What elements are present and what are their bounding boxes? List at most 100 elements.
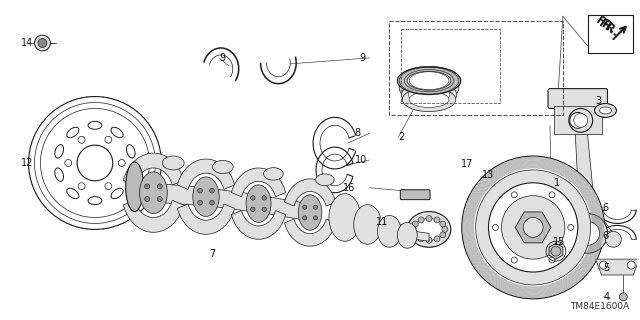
Text: 17: 17: [461, 159, 473, 169]
Polygon shape: [251, 194, 318, 222]
Circle shape: [303, 216, 307, 220]
Bar: [389, 21, 563, 116]
Polygon shape: [124, 200, 184, 232]
Circle shape: [145, 184, 150, 189]
Text: 3: 3: [596, 96, 602, 106]
Circle shape: [157, 196, 163, 202]
Circle shape: [511, 192, 517, 198]
FancyBboxPatch shape: [548, 89, 607, 108]
Ellipse shape: [125, 162, 143, 212]
Polygon shape: [596, 259, 639, 275]
FancyBboxPatch shape: [400, 190, 430, 200]
Ellipse shape: [88, 121, 102, 129]
Ellipse shape: [600, 107, 611, 114]
Circle shape: [461, 156, 605, 299]
Ellipse shape: [111, 188, 123, 199]
Text: 1: 1: [554, 178, 560, 188]
Circle shape: [105, 136, 112, 143]
Ellipse shape: [193, 177, 219, 216]
Circle shape: [251, 207, 255, 212]
Polygon shape: [575, 125, 596, 218]
Ellipse shape: [409, 92, 449, 108]
Polygon shape: [145, 183, 214, 207]
Polygon shape: [177, 204, 235, 234]
Circle shape: [38, 39, 47, 47]
Circle shape: [418, 236, 424, 242]
Circle shape: [576, 221, 600, 245]
Polygon shape: [124, 153, 184, 185]
Text: 15: 15: [553, 237, 565, 247]
Polygon shape: [284, 219, 336, 246]
Circle shape: [40, 108, 150, 218]
Ellipse shape: [407, 212, 451, 247]
Ellipse shape: [212, 160, 233, 173]
Circle shape: [210, 188, 214, 193]
Circle shape: [35, 35, 51, 51]
Text: 6: 6: [602, 203, 609, 212]
Ellipse shape: [378, 215, 401, 247]
Ellipse shape: [127, 145, 135, 158]
Ellipse shape: [316, 174, 334, 186]
Ellipse shape: [55, 168, 63, 181]
FancyBboxPatch shape: [588, 15, 633, 53]
Circle shape: [524, 218, 543, 237]
Circle shape: [442, 227, 448, 232]
Polygon shape: [232, 211, 285, 239]
Ellipse shape: [88, 197, 102, 204]
Circle shape: [511, 257, 517, 263]
Ellipse shape: [329, 194, 361, 241]
Ellipse shape: [298, 195, 322, 230]
Circle shape: [554, 231, 570, 247]
Polygon shape: [198, 187, 266, 213]
Text: FR.: FR.: [593, 13, 618, 37]
Ellipse shape: [403, 87, 456, 112]
Text: 8: 8: [355, 128, 361, 138]
Circle shape: [410, 227, 416, 232]
Circle shape: [549, 257, 555, 263]
Circle shape: [434, 217, 440, 223]
Circle shape: [426, 237, 432, 243]
Text: 9: 9: [360, 53, 366, 63]
Ellipse shape: [408, 86, 450, 103]
Circle shape: [605, 231, 621, 247]
Polygon shape: [394, 228, 429, 241]
Ellipse shape: [111, 127, 123, 138]
Circle shape: [78, 183, 85, 190]
Circle shape: [627, 261, 636, 269]
Ellipse shape: [399, 75, 459, 102]
Ellipse shape: [405, 71, 453, 90]
Polygon shape: [549, 243, 563, 259]
Ellipse shape: [264, 168, 284, 180]
Ellipse shape: [397, 222, 417, 248]
Circle shape: [314, 216, 317, 220]
Text: 7: 7: [209, 249, 215, 259]
Bar: [401, 29, 500, 103]
Text: 2: 2: [398, 132, 404, 142]
Ellipse shape: [401, 82, 457, 107]
Circle shape: [262, 207, 266, 212]
Circle shape: [412, 232, 419, 238]
Ellipse shape: [140, 172, 167, 213]
Circle shape: [29, 97, 161, 229]
Circle shape: [440, 232, 445, 238]
Circle shape: [493, 224, 499, 230]
Ellipse shape: [595, 103, 616, 117]
Circle shape: [501, 196, 565, 259]
Text: 12: 12: [20, 158, 33, 168]
Circle shape: [314, 205, 317, 209]
Ellipse shape: [414, 219, 444, 240]
Ellipse shape: [354, 204, 381, 244]
Polygon shape: [177, 159, 235, 189]
Ellipse shape: [163, 156, 184, 170]
Circle shape: [568, 224, 574, 230]
Circle shape: [574, 113, 588, 127]
Circle shape: [303, 205, 307, 209]
Circle shape: [198, 200, 202, 205]
Text: 13: 13: [481, 170, 494, 180]
Circle shape: [65, 159, 72, 166]
Text: 9: 9: [219, 53, 225, 63]
Circle shape: [145, 196, 150, 202]
Circle shape: [262, 196, 266, 200]
Circle shape: [412, 221, 419, 227]
Text: 5: 5: [604, 263, 610, 273]
